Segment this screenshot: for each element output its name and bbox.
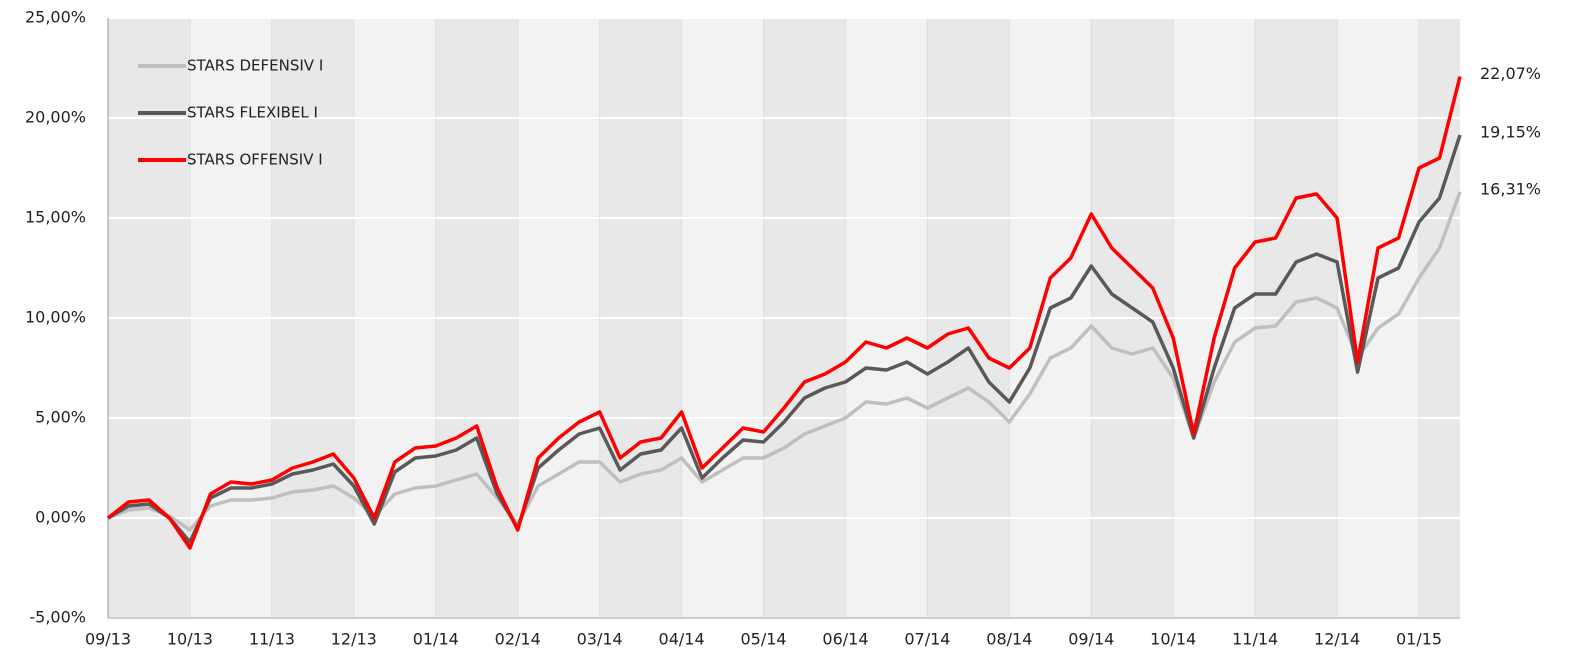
end-label: 22,07% <box>1480 64 1541 83</box>
y-tick-label: 10,00% <box>25 308 86 327</box>
end-label: 19,15% <box>1480 123 1541 142</box>
x-tick-label: 12/14 <box>1314 630 1360 649</box>
y-tick-label: 25,00% <box>25 8 86 27</box>
x-tick-label: 08/14 <box>986 630 1032 649</box>
y-tick-label: 0,00% <box>35 508 86 527</box>
x-tick-label: 07/14 <box>904 630 950 649</box>
x-tick-label: 03/14 <box>577 630 623 649</box>
x-tick-label: 05/14 <box>740 630 786 649</box>
x-tick-label: 11/13 <box>249 630 295 649</box>
x-tick-label: 09/14 <box>1068 630 1114 649</box>
y-tick-label: 5,00% <box>35 408 86 427</box>
y-tick-label: 15,00% <box>25 208 86 227</box>
x-tick-label: 11/14 <box>1232 630 1278 649</box>
legend-label: STARS DEFENSIV I <box>187 57 323 75</box>
y-tick-label: 20,00% <box>25 108 86 127</box>
x-tick-label: 10/13 <box>167 630 213 649</box>
legend-label: STARS OFFENSIV I <box>187 151 323 169</box>
x-tick-label: 09/13 <box>85 630 131 649</box>
x-tick-label: 01/14 <box>413 630 459 649</box>
x-tick-label: 02/14 <box>495 630 541 649</box>
x-tick-label: 10/14 <box>1150 630 1196 649</box>
x-tick-label: 12/13 <box>331 630 377 649</box>
legend-label: STARS FLEXIBEL I <box>187 104 318 122</box>
x-tick-label: 06/14 <box>822 630 868 649</box>
series-line <box>106 76 1462 550</box>
series-line <box>107 134 1462 544</box>
end-label: 16,31% <box>1480 179 1541 198</box>
series-line <box>107 191 1462 532</box>
y-tick-label: -5,00% <box>29 608 86 627</box>
x-tick-label: 04/14 <box>659 630 705 649</box>
x-tick-label: 01/15 <box>1396 630 1442 649</box>
